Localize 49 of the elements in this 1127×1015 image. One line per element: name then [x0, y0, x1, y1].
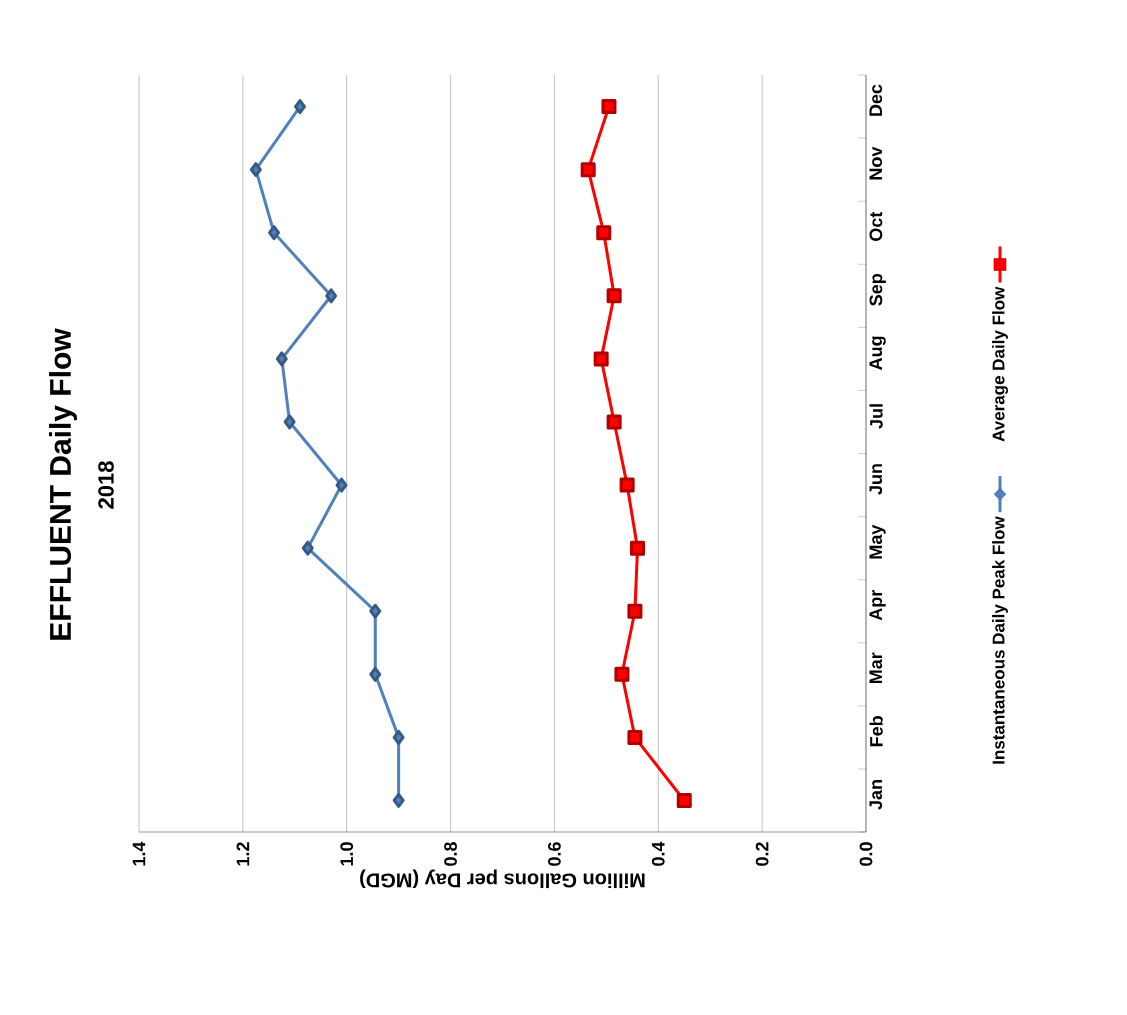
point: [249, 162, 262, 178]
x-tick-label: 1.2: [236, 842, 250, 866]
y-tick-label: May: [869, 524, 886, 559]
point: [392, 792, 405, 808]
y-tick-label: Jul: [869, 404, 883, 429]
x-tick-label: 1.4: [132, 841, 146, 866]
point: [606, 288, 622, 304]
x-tick-label: 0.6: [548, 842, 561, 866]
point: [596, 225, 612, 241]
point: [627, 729, 643, 745]
point: [676, 792, 692, 808]
point: [627, 603, 643, 619]
x-tick-label: 0.4: [651, 841, 665, 866]
y-tick-label: Jun: [869, 464, 883, 495]
y-tick-label: Nov: [869, 146, 883, 180]
text: 2018: [98, 461, 114, 509]
point: [630, 540, 646, 556]
x-axis-title: Million Gallons per Day (MGD): [360, 869, 645, 889]
point: [580, 162, 596, 178]
point: [268, 225, 281, 241]
y-tick-label: Apr: [869, 589, 886, 621]
x-tick-label: 0.0: [859, 842, 873, 866]
x-tick-label: 0.8: [444, 842, 457, 866]
point: [293, 99, 306, 115]
point: [369, 603, 382, 619]
y-tick-label: Jan: [869, 780, 883, 810]
point: [275, 351, 288, 367]
x-tick-label: 1.0: [340, 842, 354, 866]
legend-label: Instantaneous Daily Peak Flow: [992, 516, 1008, 764]
point: [325, 288, 338, 304]
point: [601, 99, 617, 115]
point: [392, 729, 405, 745]
legend-label: Average Daily Flow: [992, 286, 1008, 442]
y-tick-label: Sep: [869, 274, 886, 306]
point: [369, 666, 382, 682]
point: [606, 414, 622, 430]
point: [614, 666, 630, 682]
y-tick-label: Oct: [869, 211, 883, 241]
y-tick-label: Dec: [869, 84, 883, 116]
x-tick-label: 0.2: [755, 842, 769, 866]
point: [619, 477, 635, 493]
point: [283, 414, 296, 430]
point: [335, 477, 348, 493]
point: [593, 351, 609, 367]
y-tick-label: Feb: [869, 716, 883, 747]
y-tick-label: Aug: [869, 336, 886, 370]
point: [301, 540, 314, 556]
y-tick-label: Mar: [869, 652, 883, 684]
text: EFFLUENT Daily Flow: [49, 328, 77, 640]
